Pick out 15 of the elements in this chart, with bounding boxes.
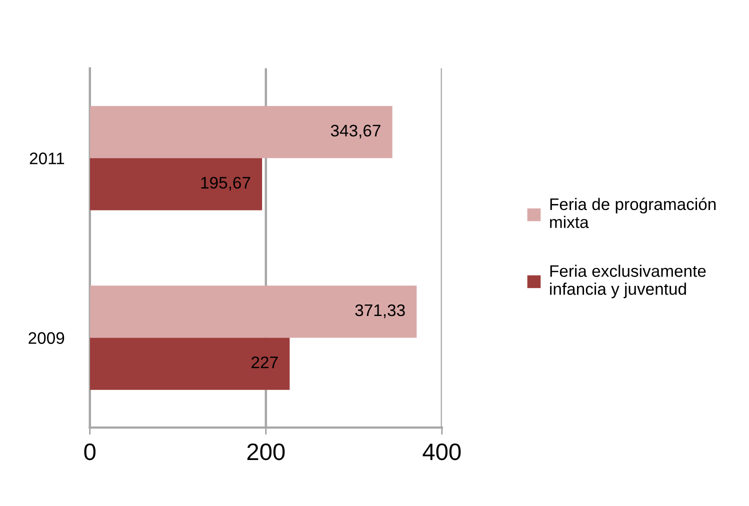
bar (90, 106, 392, 158)
bar (90, 158, 262, 210)
y-tick-label: 2011 (30, 152, 64, 164)
bar (90, 286, 417, 338)
x-tick-label: 200 (247, 443, 285, 460)
legend-label: Feria exclusivamente infancia y juventud (550, 264, 706, 298)
data-label: 227 (252, 356, 278, 368)
x-tick-label: 0 (84, 443, 96, 460)
data-label: 343,67 (330, 124, 380, 139)
data-label: 371,33 (355, 304, 405, 318)
x-tick-label: 400 (422, 443, 461, 460)
legend-label: Feria de programación mixta (550, 198, 716, 228)
y-tick-label: 2009 (28, 332, 64, 344)
data-label: 195,67 (201, 176, 250, 191)
bar (90, 338, 290, 390)
